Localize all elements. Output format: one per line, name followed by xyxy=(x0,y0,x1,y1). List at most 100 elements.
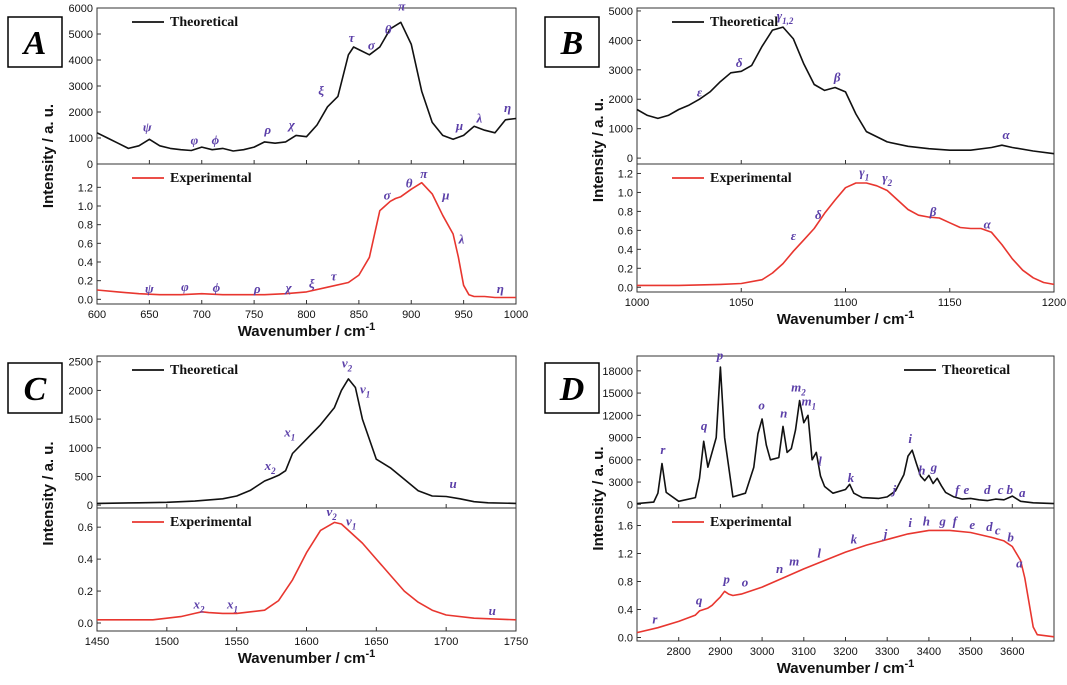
series-theoretical xyxy=(636,366,1055,505)
y-tick-label: 0 xyxy=(627,499,633,511)
y-tick-label: 0.8 xyxy=(78,220,93,232)
y-tick-label: 0.2 xyxy=(618,263,633,275)
y-tick-label: 5000 xyxy=(609,6,633,18)
y-tick-label: 0.4 xyxy=(78,257,93,269)
y-axis-title: Intensity / a. u. xyxy=(40,104,57,208)
y-tick-label: 0.0 xyxy=(618,282,633,294)
y-tick-label: 1000 xyxy=(609,124,633,136)
subplot-theoretical: 0 3000 6000 9000 12000 15000 18000 Theoretical r… xyxy=(602,348,1055,511)
y-tick-label: 0 xyxy=(87,500,93,512)
x-tick-label: 1700 xyxy=(434,636,458,648)
peak-label: u xyxy=(489,603,496,618)
peak-label: α xyxy=(984,216,992,231)
y-tick-label: 0.4 xyxy=(618,244,633,256)
panel-b: B 0 1000 2000 3000 4000 5000 Theoretical ε δ γ1,2 β… xyxy=(544,6,1066,328)
panel-letter-box xyxy=(544,362,600,414)
x-tick-label: 3200 xyxy=(833,646,857,658)
peak-label: k xyxy=(848,470,855,485)
peak-label: μ xyxy=(441,187,449,202)
peak-label: k xyxy=(851,532,858,547)
subplot-theoretical: 0 500 1000 1500 2000 2500 Theoretical x2 x1 v2 v1 u xyxy=(69,355,517,512)
panel-letter: C xyxy=(24,371,47,408)
x-tick-label: 900 xyxy=(402,309,420,321)
peak-label: d xyxy=(984,482,991,497)
y-tick-label: 15000 xyxy=(602,388,633,400)
legend-label: Experimental xyxy=(710,515,792,530)
y-tick-label: 5000 xyxy=(69,29,93,41)
y-tick-label: 0.8 xyxy=(618,206,633,218)
peak-label: χ xyxy=(287,117,296,132)
panel-c: C 0 500 1000 1500 2000 2500 Theoretical x2 x1 v2 v1… xyxy=(7,355,528,667)
peak-label: π xyxy=(420,166,428,181)
panel-d: D 0 3000 6000 9000 12000 15000 18000 Theoretical… xyxy=(544,348,1055,677)
peak-label: f xyxy=(955,482,961,497)
peak-label: σ xyxy=(384,187,392,202)
y-tick-label: 2500 xyxy=(69,357,93,369)
legend-label: Experimental xyxy=(170,171,252,186)
peak-label: o xyxy=(758,397,765,412)
peak-label: η xyxy=(497,281,504,296)
y-tick-label: 0.4 xyxy=(78,554,93,566)
peak-label: o xyxy=(742,574,749,589)
peak-label: v2 xyxy=(326,504,337,522)
x-tick-label: 650 xyxy=(140,309,158,321)
peak-label: τ xyxy=(331,269,338,284)
x-tick-label: 3400 xyxy=(917,646,941,658)
peak-label: τ xyxy=(349,30,356,45)
peak-label: γ1 xyxy=(859,164,869,182)
peak-label: h xyxy=(923,514,930,529)
subplot-theoretical: 0 1000 2000 3000 4000 5000 6000 Theoretical ψ φ ϕ ρ… xyxy=(69,0,517,171)
peak-label: d xyxy=(986,519,993,534)
peak-label: l xyxy=(818,454,822,469)
y-tick-label: 0.6 xyxy=(78,238,93,250)
peak-label: η xyxy=(504,100,511,115)
peak-label: β xyxy=(833,70,841,85)
y-tick-label: 1.2 xyxy=(618,168,633,180)
series-experimental xyxy=(97,521,517,621)
peak-label: x1 xyxy=(283,424,295,442)
peak-label: γ1,2 xyxy=(777,8,794,26)
peak-label: b xyxy=(1007,530,1014,545)
panel-letter-box xyxy=(7,16,63,68)
panel-letter-box xyxy=(7,362,63,414)
x-tick-label: 1000 xyxy=(504,309,528,321)
series-experimental xyxy=(637,182,1055,287)
x-tick-label: 600 xyxy=(88,309,106,321)
peak-label: a xyxy=(1019,485,1026,500)
y-tick-label: 3000 xyxy=(609,477,633,489)
y-axis-title: Intensity / a. u. xyxy=(590,446,607,550)
y-tick-label: 1000 xyxy=(69,133,93,145)
series-experimental xyxy=(636,529,1055,638)
peak-label: p xyxy=(716,348,724,363)
peak-label: e xyxy=(964,482,970,497)
peak-label: ϕ xyxy=(212,133,220,148)
x-tick-label: 850 xyxy=(350,309,368,321)
legend-label: Theoretical xyxy=(942,363,1010,378)
peak-label: δ xyxy=(815,207,822,222)
x-tick-label: 1050 xyxy=(729,297,753,309)
y-tick-label: 0.6 xyxy=(618,225,633,237)
x-tick-label: 3500 xyxy=(958,646,982,658)
peak-label: q xyxy=(696,593,703,608)
y-tick-label: 12000 xyxy=(602,410,633,422)
peak-label: j xyxy=(890,482,896,497)
series-experimental xyxy=(96,181,516,299)
y-tick-label: 9000 xyxy=(609,433,633,445)
subplot-experimental: 0.0 0.2 0.4 0.6 0.8 1.0 1.2 Experimental ε δ γ1 γ2 β… xyxy=(618,163,1055,294)
peak-label: c xyxy=(995,523,1001,538)
peak-label: v1 xyxy=(360,381,370,399)
y-tick-label: 2000 xyxy=(69,107,93,119)
y-tick-label: 0.4 xyxy=(618,605,633,617)
y-tick-label: 18000 xyxy=(602,366,633,378)
peak-label: l xyxy=(817,546,821,561)
peak-label: i xyxy=(908,431,912,446)
peak-label: γ2 xyxy=(882,170,892,188)
y-tick-label: 3000 xyxy=(69,81,93,93)
y-tick-label: 1000 xyxy=(69,443,93,455)
panel-letter: A xyxy=(22,25,47,62)
panel-letter-box xyxy=(544,16,600,68)
y-tick-label: 0.0 xyxy=(78,618,93,630)
y-tick-label: 1.0 xyxy=(78,201,93,213)
